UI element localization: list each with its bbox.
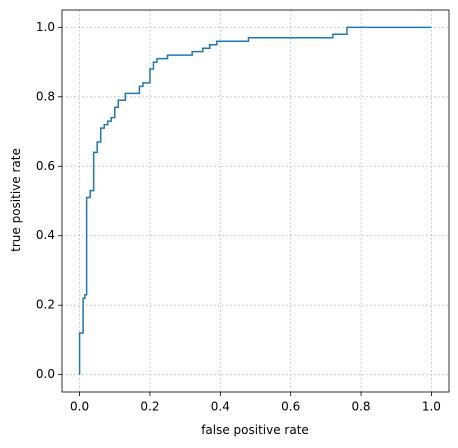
roc-line (78, 26, 432, 375)
y-tick-label: 0.6 (36, 159, 55, 173)
x-tick-label: 0.8 (351, 400, 370, 414)
x-axis-label: false positive rate (201, 423, 309, 437)
x-tick-label: 0.4 (211, 400, 230, 414)
x-tick-label: 0.2 (140, 400, 159, 414)
y-tick-label: 0.4 (36, 228, 55, 242)
y-tick-label: 1.0 (36, 20, 55, 34)
x-tick-label: 0.6 (281, 400, 300, 414)
axes-frame (61, 9, 450, 393)
x-tick-label: 0.0 (70, 400, 89, 414)
x-tick-label: 1.0 (422, 400, 441, 414)
y-tick-label: 0.2 (36, 298, 55, 312)
y-axis-label: true positive rate (9, 148, 23, 252)
y-tick-label: 0.8 (36, 89, 55, 103)
y-tick-label: 0.0 (36, 367, 55, 381)
